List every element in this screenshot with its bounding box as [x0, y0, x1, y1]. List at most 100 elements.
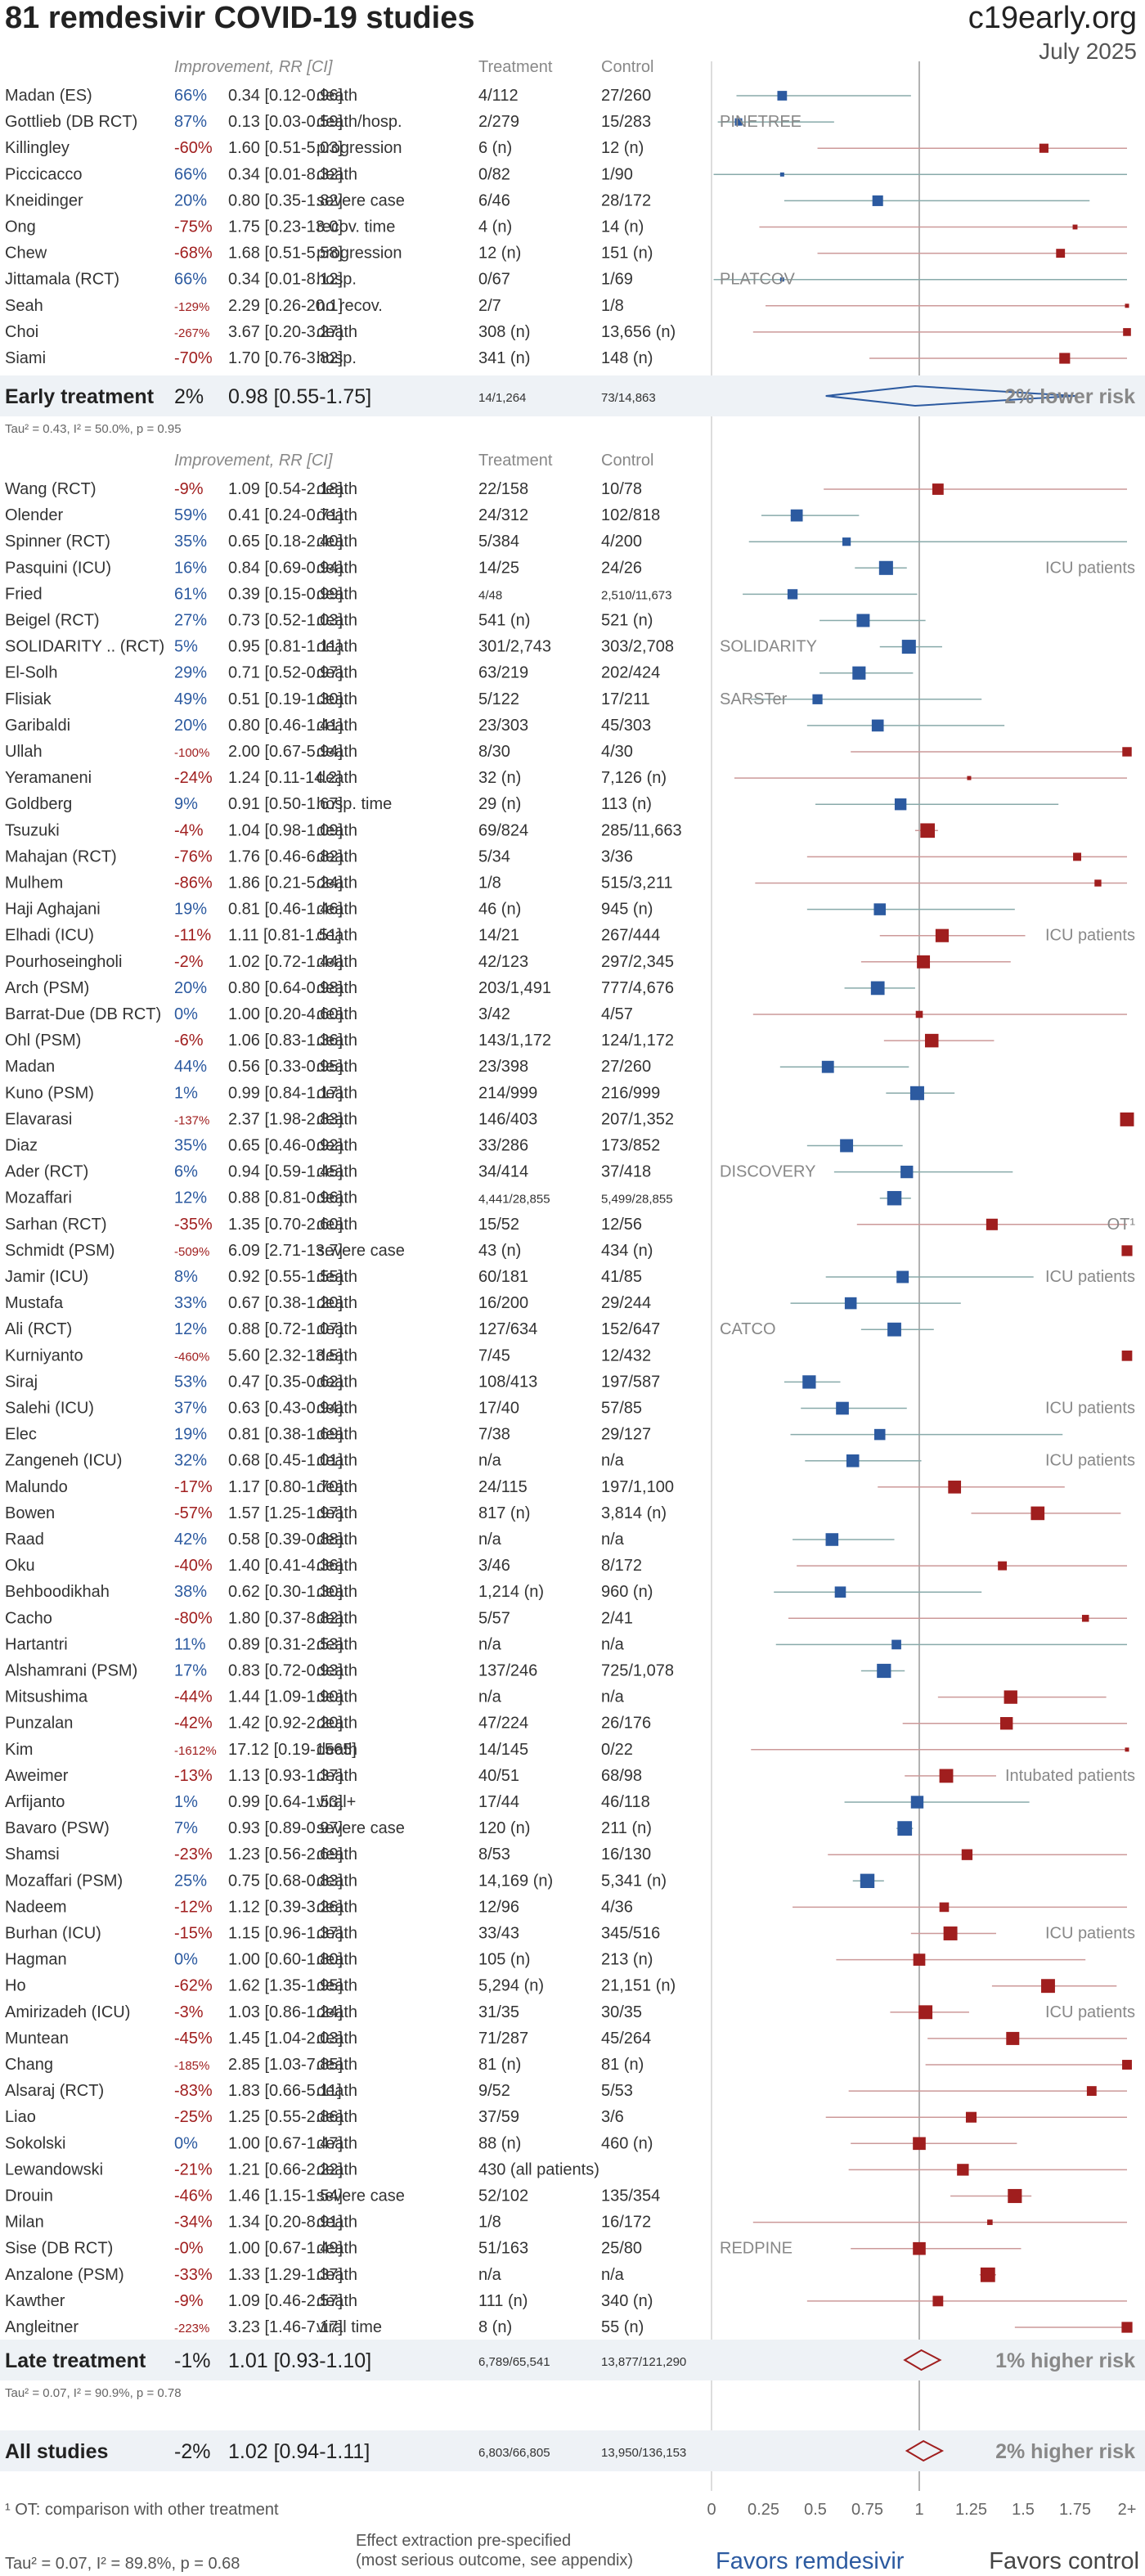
study-treatment-count: 33/286: [478, 1137, 528, 1155]
study-outcome: death: [317, 1898, 357, 1916]
study-control-count: n/a: [601, 1688, 625, 1706]
study-treatment-count: 137/246: [478, 1662, 537, 1680]
study-row: Salehi (ICU) 37% 0.63 [0.43-0.94]death 17/4…: [5, 1400, 1135, 1418]
study-treatment-count: 6/46: [478, 191, 510, 209]
study-improvement: -80%: [174, 1609, 213, 1627]
study-trial-name: CATCO: [720, 1320, 776, 1338]
study-improvement: 6%: [174, 1163, 198, 1181]
study-rr-ci: 0.99 [0.84-1.17]: [228, 1084, 343, 1102]
study-name: Zangeneh (ICU): [5, 1452, 122, 1470]
study-outcome: death: [317, 559, 357, 577]
study-improvement: 0%: [174, 2134, 198, 2152]
study-name: Siraj: [5, 1373, 38, 1391]
study-treatment-count: 31/35: [478, 2003, 519, 2021]
study-treatment-count: n/a: [478, 2266, 502, 2284]
study-improvement: 38%: [174, 1583, 207, 1601]
study-outcome: progression: [317, 245, 402, 263]
study-control-count: 12/56: [601, 1216, 642, 1234]
study-name: Chew: [5, 245, 47, 263]
study-effect-marker: [910, 1796, 924, 1809]
study-outcome: death: [317, 2214, 357, 2232]
study-name: Ader (RCT): [5, 1163, 88, 1181]
study-improvement: -100%: [174, 746, 209, 760]
study-treatment-count: 4/112: [478, 87, 519, 105]
study-outcome: death: [317, 1504, 357, 1522]
study-treatment-count: 7/45: [478, 1346, 510, 1364]
study-row: Yeramaneni -24% 1.24 [0.11-14.2]death 32 (n…: [5, 769, 667, 787]
study-rr-ci: 0.89 [0.31-2.53]: [228, 1635, 343, 1653]
study-improvement: 44%: [174, 1058, 207, 1076]
tau-overall: Tau² = 0.07, I² = 89.8%, p = 0.68: [5, 2555, 240, 2573]
study-outcome: death: [317, 1767, 357, 1785]
study-treatment-count: n/a: [478, 1635, 502, 1653]
study-rr-ci: 0.84 [0.69-0.94]: [228, 559, 343, 577]
study-name: Madan (ES): [5, 87, 92, 105]
study-improvement: -83%: [174, 2082, 213, 2100]
study-rr-ci: 0.62 [0.30-1.30]: [228, 1583, 343, 1601]
study-treatment-count: 47/224: [478, 1715, 528, 1733]
study-treatment-count: 4,441/28,855: [478, 1193, 550, 1207]
study-improvement: 12%: [174, 1320, 207, 1338]
x-tick-label: 2+: [1118, 2501, 1137, 2519]
study-row: Choi -267% 3.67 [0.20-3.27]death 308 (n) 13,…: [5, 323, 676, 341]
summary-improvement: 2%: [174, 385, 204, 408]
study-rr-ci: 6.09 [2.71-13.7]: [228, 1242, 343, 1260]
study-improvement: 12%: [174, 1189, 207, 1207]
study-outcome: death: [317, 979, 357, 997]
study-control-count: 2,510/11,673: [601, 588, 671, 602]
study-row: Piccicacco 66% 0.34 [0.01-8.32]death 0/82 1/…: [5, 165, 633, 183]
x-tick-label: 0: [707, 2501, 716, 2519]
study-control-count: 521 (n): [601, 612, 653, 630]
study-effect-marker: [935, 928, 950, 942]
study-treatment-count: 37/59: [478, 2108, 519, 2126]
study-treatment-count: 143/1,172: [478, 1032, 551, 1050]
study-outcome: death: [317, 1635, 357, 1653]
study-row: Siami -70% 1.70 [0.76-3.82]hosp. 341 (n) 148…: [5, 349, 653, 367]
study-control-count: 297/2,345: [601, 953, 674, 971]
study-row: Lewandowski -21% 1.21 [0.66-2.22]death 430 …: [5, 2160, 599, 2178]
summary-label: Early treatment: [5, 385, 155, 408]
study-population-note: ICU patients: [1045, 927, 1135, 945]
study-outcome: death: [317, 1583, 357, 1601]
study-improvement: -76%: [174, 847, 213, 865]
study-improvement: -267%: [174, 326, 209, 340]
study-name: Bavaro (PSW): [5, 1819, 110, 1837]
study-improvement: 19%: [174, 901, 207, 919]
study-treatment-count: 52/102: [478, 2187, 528, 2205]
study-row: Olender 59% 0.41 [0.24-0.71]death 24/312 102…: [5, 506, 660, 524]
study-treatment-count: 23/303: [478, 717, 528, 735]
study-rr-ci: 0.13 [0.03-0.59]: [228, 113, 343, 131]
study-trial-name: PINETREE: [720, 113, 802, 131]
study-name: Arch (PSM): [5, 979, 89, 997]
study-improvement: -70%: [174, 349, 213, 367]
study-row: Shamsi -23% 1.23 [0.56-2.69]death 8/53 16/13…: [5, 1845, 651, 1863]
study-treatment-count: 1/8: [478, 874, 501, 892]
study-row: El-Solh 29% 0.71 [0.52-0.97]death 63/219 202…: [5, 664, 660, 682]
study-treatment-count: 23/398: [478, 1058, 528, 1076]
study-row: Aweimer -13% 1.13 [0.93-1.37]death 40/51 68/…: [5, 1767, 1135, 1785]
study-treatment-count: n/a: [478, 1688, 502, 1706]
study-outcome: death: [317, 2266, 357, 2284]
study-treatment-count: 203/1,491: [478, 979, 551, 997]
study-control-count: 3/6: [601, 2108, 624, 2126]
study-effect-marker: [1072, 224, 1078, 230]
study-control-count: 213 (n): [601, 1951, 653, 1969]
study-control-count: 16/172: [601, 2214, 651, 2232]
study-treatment-count: 14,169 (n): [478, 1872, 553, 1890]
study-rr-ci: 0.71 [0.52-0.97]: [228, 664, 343, 682]
study-name: Bowen: [5, 1504, 55, 1522]
study-treatment-count: 17/44: [478, 1793, 519, 1811]
x-tick-label: 0.5: [804, 2501, 827, 2519]
study-name: Amirizadeh (ICU): [5, 2003, 130, 2021]
study-outcome: recov. time: [317, 218, 395, 236]
study-outcome: death: [317, 743, 357, 761]
column-headers-early: Improvement, RR [CI] Treatment Control: [174, 58, 653, 76]
study-outcome: death: [317, 533, 357, 551]
study-row: Kneidinger 20% 0.80 [0.35-1.82]severe case…: [5, 191, 651, 209]
study-rr-ci: 0.93 [0.89-0.97]: [228, 1819, 343, 1837]
study-rr-ci: 2.00 [0.67-5.94]: [228, 743, 343, 761]
study-outcome: no recov.: [317, 297, 383, 315]
summary-treatment-count: 6,789/65,541: [478, 2355, 550, 2369]
plot-layer: [713, 91, 1134, 2462]
study-rr-ci: 0.65 [0.18-2.40]: [228, 533, 343, 551]
